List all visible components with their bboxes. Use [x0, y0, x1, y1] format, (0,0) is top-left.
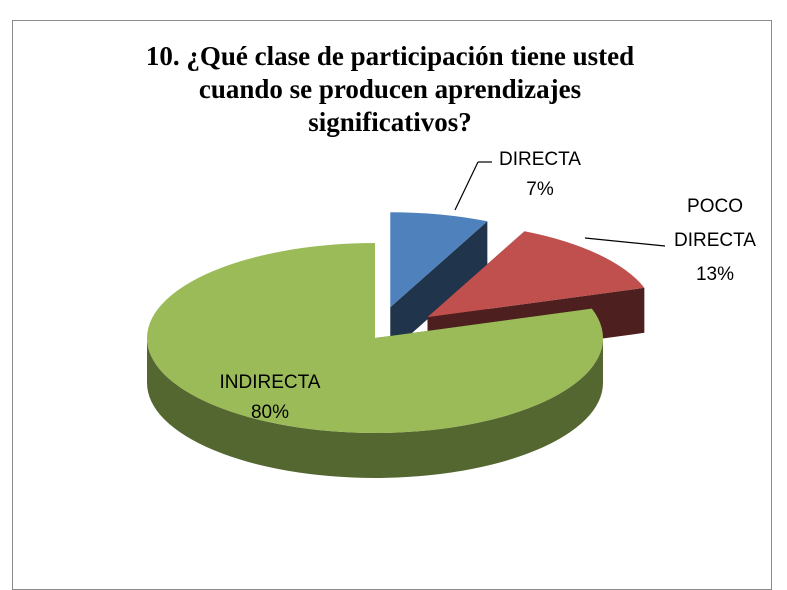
slice-cut-face [390, 221, 488, 353]
category-label: POCO DIRECTA [674, 196, 756, 251]
category-label: DIRECTA [499, 149, 581, 170]
slice-label: POCO DIRECTA 13% [660, 190, 770, 292]
value-label: 7% [526, 179, 554, 200]
slice-side [147, 338, 603, 478]
slice-label: DIRECTA 7% [480, 145, 600, 205]
value-label: 80% [250, 402, 290, 423]
leader-line [584, 237, 666, 247]
slice-top [146, 243, 603, 434]
slice-top [390, 212, 488, 308]
value-label: 13% [695, 264, 735, 285]
slice-top [427, 231, 645, 318]
pie-slice [146, 243, 603, 478]
pie-slice [390, 212, 488, 353]
category-label: INDIRECTA [219, 372, 321, 393]
chart-title: 10. ¿Qué clase de participación tiene us… [145, 41, 635, 137]
leader-line [454, 161, 479, 211]
slice-label: INDIRECTA 80% [190, 368, 350, 428]
